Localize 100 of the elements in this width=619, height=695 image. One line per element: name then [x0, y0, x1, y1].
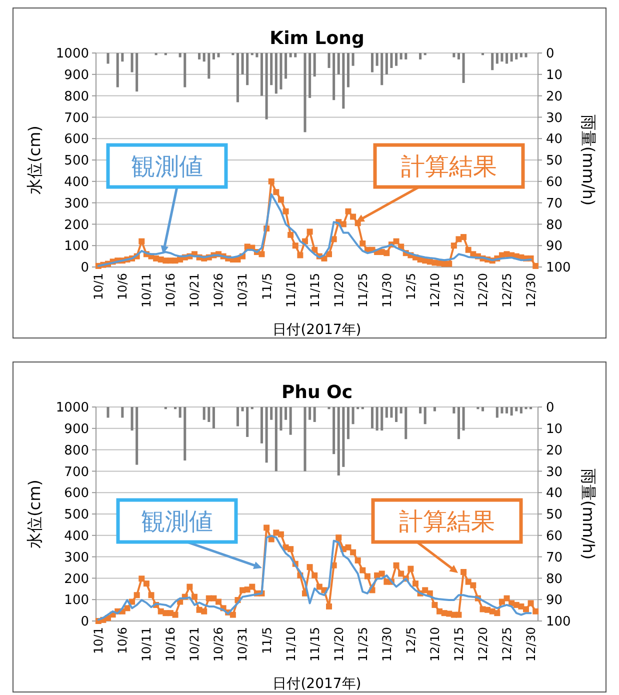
bar [289, 407, 292, 435]
x-tick-label: 10/26 [212, 627, 226, 662]
bar [506, 407, 508, 414]
bar [121, 407, 124, 418]
y-tick-label: 1000 [56, 400, 89, 416]
bar [404, 53, 408, 60]
bar [390, 407, 393, 418]
bar [400, 407, 402, 414]
bar [376, 53, 378, 66]
bar [106, 53, 110, 64]
y-tick-label: 900 [64, 68, 89, 83]
bar [106, 407, 110, 418]
y-tick-label: 900 [64, 422, 89, 437]
y-tick-label: 800 [64, 443, 89, 458]
bar [178, 53, 182, 58]
x-tick-label: 11/30 [380, 627, 394, 662]
bar [462, 53, 465, 83]
y2-tick-label: 90 [546, 593, 563, 608]
bar [452, 407, 456, 414]
x-tick-label: 12/30 [524, 273, 538, 308]
y-tick-label: 300 [64, 550, 89, 566]
y2-tick-label: 20 [546, 443, 563, 458]
y-tick-label: 700 [64, 110, 89, 126]
bar [510, 53, 513, 62]
bar [500, 53, 504, 62]
x-tick-label: 11/15 [308, 273, 322, 308]
bar [452, 53, 456, 58]
bar [496, 407, 498, 418]
text: 観測値 [141, 508, 213, 536]
bar [346, 407, 350, 440]
bar [515, 407, 518, 412]
y-tick-label: 700 [64, 464, 89, 480]
y2-tick-label: 100 [546, 614, 571, 630]
x-tick-label: 11/25 [356, 273, 370, 308]
bar [424, 407, 426, 424]
x-tick-label: 10/11 [140, 273, 154, 308]
y2-tick-label: 30 [546, 110, 563, 126]
x-tick-label: 11/10 [284, 273, 298, 308]
bar [130, 407, 134, 431]
y2-tick-label: 70 [546, 196, 563, 212]
y-tick-label: 100 [64, 239, 89, 254]
x-tick-label: 11/20 [332, 273, 346, 308]
bar [265, 53, 268, 120]
bar [491, 53, 494, 70]
bar [294, 53, 297, 58]
y2-tick-label: 20 [546, 89, 563, 104]
x-tick-label: 11/15 [308, 627, 322, 662]
bar [313, 407, 316, 422]
bar [328, 53, 330, 68]
y2-tick-label: 70 [546, 550, 563, 566]
bar [515, 53, 518, 60]
bar [313, 53, 316, 77]
bar [308, 407, 312, 420]
x-tick-label: 11/20 [332, 627, 346, 662]
x-tick-label: 11/25 [356, 627, 370, 662]
bar [342, 53, 345, 109]
x-tick-label: 11/5 [260, 273, 274, 300]
bar [524, 53, 528, 58]
chart-title: Kim Long [270, 28, 364, 49]
x-tick-label: 10/1 [92, 273, 106, 300]
bar [289, 53, 292, 58]
bar [274, 53, 278, 94]
bar [241, 407, 244, 412]
y-tick-label: 0 [80, 614, 89, 630]
x-tick-label: 12/20 [476, 627, 490, 662]
bar [202, 407, 206, 420]
bar [462, 407, 465, 431]
bar [130, 53, 134, 72]
y2-tick-label: 60 [546, 528, 563, 544]
x-axis-title: 日付(2017年) [272, 322, 362, 338]
bar [284, 407, 288, 420]
y-tick-label: 0 [80, 260, 89, 276]
y2-tick-label: 80 [546, 572, 563, 587]
x-tick-label: 10/16 [164, 627, 178, 662]
bar [217, 53, 220, 58]
x-tick-label: 12/15 [452, 627, 466, 662]
bar [256, 53, 258, 58]
bar [246, 53, 249, 86]
bar [370, 407, 374, 428]
bar [208, 407, 210, 422]
bar [265, 407, 268, 463]
bar [395, 53, 398, 66]
bar [184, 407, 186, 460]
bar [212, 53, 215, 60]
x-tick-label: 12/20 [476, 273, 490, 308]
y2-axis-title: 雨量(mm/h) [579, 114, 598, 206]
x-tick-label: 12/15 [452, 273, 466, 308]
bar [116, 53, 119, 88]
y2-tick-label: 80 [546, 218, 563, 233]
x-tick-label: 10/11 [140, 627, 154, 662]
y-tick-label: 600 [64, 132, 89, 148]
y-axis-title: 水位(cm) [25, 126, 44, 194]
x-tick-label: 12/10 [428, 627, 442, 662]
bar [121, 53, 124, 62]
x-tick-label: 10/1 [92, 627, 106, 654]
bar [457, 53, 460, 60]
y2-tick-label: 40 [546, 486, 563, 502]
y-tick-label: 300 [64, 196, 89, 212]
y-tick-label: 400 [64, 528, 89, 544]
bar [304, 407, 306, 472]
